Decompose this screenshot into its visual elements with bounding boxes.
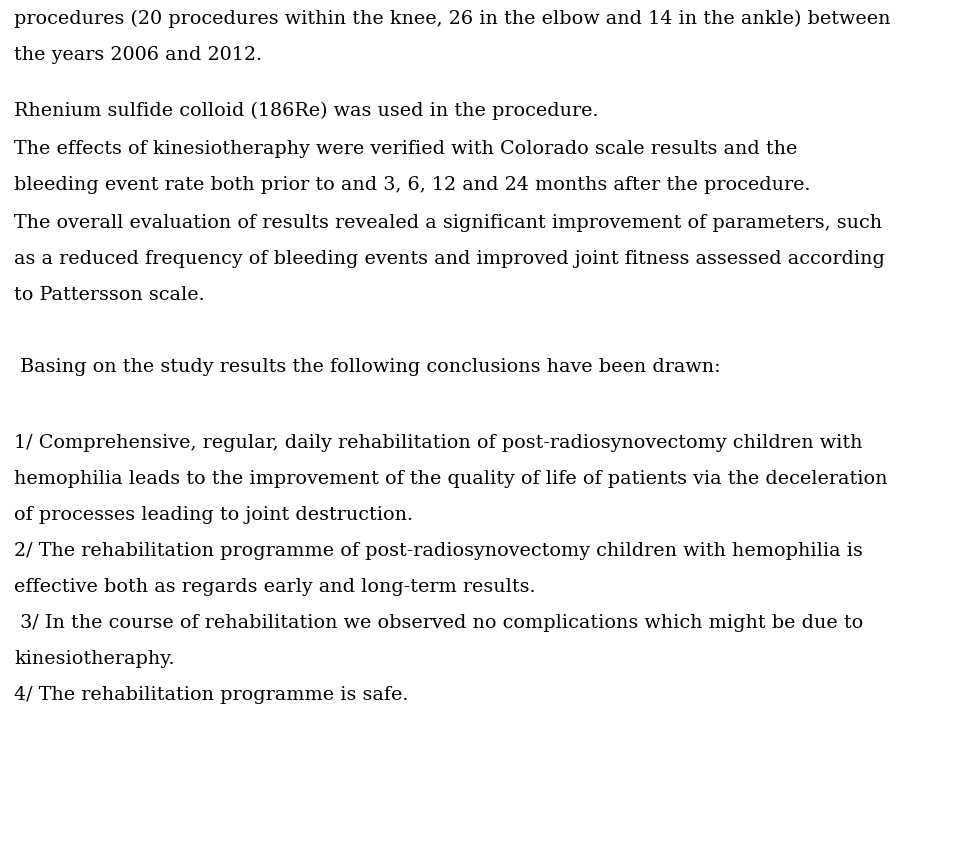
Text: 3/ In the course of rehabilitation we observed no complications which might be d: 3/ In the course of rehabilitation we ob… [14,614,863,632]
Text: The overall evaluation of results revealed a significant improvement of paramete: The overall evaluation of results reveal… [14,214,882,232]
Text: Rhenium sulfide colloid (186Re) was used in the procedure.: Rhenium sulfide colloid (186Re) was used… [14,102,598,121]
Text: The effects of kinesiotheraphy were verified with Colorado scale results and the: The effects of kinesiotheraphy were veri… [14,140,798,158]
Text: 4/ The rehabilitation programme is safe.: 4/ The rehabilitation programme is safe. [14,686,408,704]
Text: 2/ The rehabilitation programme of post-radiosynovectomy children with hemophili: 2/ The rehabilitation programme of post-… [14,542,863,560]
Text: hemophilia leads to the improvement of the quality of life of patients via the d: hemophilia leads to the improvement of t… [14,470,887,488]
Text: to Pattersson scale.: to Pattersson scale. [14,286,204,304]
Text: of processes leading to joint destruction.: of processes leading to joint destructio… [14,506,413,524]
Text: procedures (20 procedures within the knee, 26 in the elbow and 14 in the ankle) : procedures (20 procedures within the kne… [14,10,891,28]
Text: effective both as regards early and long-term results.: effective both as regards early and long… [14,578,536,596]
Text: Basing on the study results the following conclusions have been drawn:: Basing on the study results the followin… [14,358,721,376]
Text: bleeding event rate both prior to and 3, 6, 12 and 24 months after the procedure: bleeding event rate both prior to and 3,… [14,176,810,194]
Text: the years 2006 and 2012.: the years 2006 and 2012. [14,46,262,64]
Text: as a reduced frequency of bleeding events and improved joint fitness assessed ac: as a reduced frequency of bleeding event… [14,250,885,268]
Text: 1/ Comprehensive, regular, daily rehabilitation of post-radiosynovectomy childre: 1/ Comprehensive, regular, daily rehabil… [14,434,862,452]
Text: kinesiotheraphy.: kinesiotheraphy. [14,650,175,668]
